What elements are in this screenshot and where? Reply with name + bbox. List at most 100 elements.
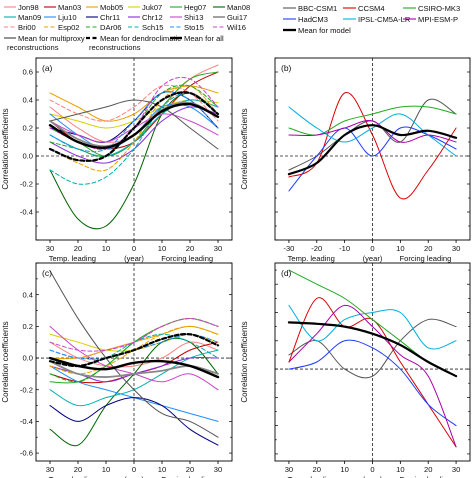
series-line-gui17 (49, 270, 219, 438)
x-tick-label: -30 (283, 244, 294, 253)
legend-label-esp02: Esp02 (58, 23, 80, 32)
series-group (287, 269, 458, 448)
series-line-chr11 (49, 397, 219, 446)
legend-label-wil16: Wil16 (227, 23, 246, 32)
y-axis-label: Correlation coefficients (240, 321, 249, 402)
x-label-year: (year) (363, 254, 383, 263)
legend-label-mean-for-model: Mean for model (298, 26, 351, 35)
y-tick-label: -0.2 (20, 385, 33, 394)
x-tick-label: 0 (132, 465, 136, 474)
panel-tag: (c) (42, 268, 52, 278)
x-tick-label: 20 (186, 465, 194, 474)
y-tick-label: 0.0 (22, 354, 33, 363)
series-group (48, 64, 220, 230)
x-tick-label: 0 (370, 465, 374, 474)
y-axis-label: Correlation coefficients (240, 108, 249, 189)
y-tick-label: 0.6 (22, 68, 33, 77)
x-label-temp-leading: Temp. leading (288, 254, 335, 263)
x-label-year: (year) (124, 254, 144, 263)
x-tick-label: 10 (396, 244, 404, 253)
legend-label-bbc-csm1: BBC-CSM1 (298, 4, 337, 13)
y-axis-label: Correlation coefficients (1, 321, 10, 402)
y-axis-label: Correlation coefficients (1, 108, 10, 189)
series-line-mean-for-all (48, 102, 220, 150)
legend-label-chr11: Chr11 (100, 13, 120, 22)
legend-label-mean-2-line2: reconstructions (89, 43, 141, 52)
x-tick-label: -10 (339, 244, 350, 253)
x-tick-label: 30 (214, 244, 222, 253)
y-tick-label: -0.4 (20, 417, 33, 426)
series-line-wil16 (49, 317, 219, 352)
series-line-mpi-esm-p (288, 304, 457, 448)
x-tick-label: 30 (452, 244, 460, 253)
plot-frame (274, 262, 471, 462)
y-tick-label: 0.0 (22, 152, 33, 161)
legend-label-shi13: Shi13 (184, 13, 203, 22)
x-tick-label: 20 (313, 465, 321, 474)
x-tick-label: 10 (158, 465, 166, 474)
legend-label-lju10: Lju10 (58, 13, 77, 22)
x-tick-label: 20 (424, 465, 432, 474)
x-tick-label: 10 (102, 244, 110, 253)
y-tick-label: -0.4 (20, 208, 33, 217)
legend-label-mean-1: Mean for multiproxy (18, 34, 85, 43)
x-tick-label: 30 (46, 465, 54, 474)
x-label-forcing-leading: Forcing leading (161, 254, 213, 263)
x-tick-label: 30 (285, 465, 293, 474)
legend-label-dar06: DAr06 (100, 23, 122, 32)
x-tick-label: 0 (132, 244, 136, 253)
x-label-year: (year) (124, 475, 144, 478)
x-tick-label: -20 (311, 244, 322, 253)
x-label-temp-leading: Temp. leading (49, 475, 96, 478)
legend-label-heg07: Heg07 (184, 3, 206, 12)
x-label-forcing-leading: Forcing leading (161, 475, 213, 478)
series-line-wil16 (49, 76, 219, 151)
legend-label-chr12: Chr12 (142, 13, 163, 22)
series-line-ipsl-cm5a-lr (288, 304, 457, 350)
x-tick-label: 20 (186, 244, 194, 253)
series-line-mpi-esm-p (288, 120, 457, 143)
legend-label-mean-2: Mean for dendroclimatic (100, 34, 181, 43)
legend-label-jon98: Jon98 (18, 3, 39, 12)
panel-tag: (d) (281, 268, 292, 278)
legend-label-csiro-mk3: CSIRO-MK3 (418, 4, 460, 13)
x-tick-label: 10 (340, 465, 348, 474)
series-group (48, 270, 220, 447)
x-tick-label: 10 (396, 465, 404, 474)
y-tick-label: -0.2 (20, 180, 33, 189)
x-label-temp-leading: Temp. leading (49, 254, 96, 263)
x-tick-label: 30 (214, 465, 222, 474)
legend-label-hadcm3: HadCM3 (298, 15, 328, 24)
series-line-gui17 (49, 99, 219, 150)
x-tick-label: 20 (74, 465, 82, 474)
legend-label-man03: Man03 (58, 3, 81, 12)
panel-tag: (b) (281, 63, 292, 73)
legends: Jon98 Man03 Mob05 Juk07 Heg07 Man08 Man09 Lju10… (4, 3, 460, 52)
y-tick-label: -0.6 (20, 449, 33, 458)
x-label-year: (year) (363, 475, 383, 478)
x-tick-label: 30 (46, 244, 54, 253)
legend-label-sto15: Sto15 (184, 23, 204, 32)
series-line-hadcm3 (288, 339, 457, 427)
legend-label-mean-3: Mean for all (184, 34, 224, 43)
legend-label-mpi-esm-p: MPI-ESM-P (418, 15, 458, 24)
panel-2: -30 -20 -10 0 10 20 30 Temp. leading (year) Forci… (240, 57, 471, 263)
y-tick-label: 0.4 (22, 96, 33, 105)
x-tick-label: 10 (158, 244, 166, 253)
legend-label-ipsl-cm5a-lr: IPSL-CM5A-LR (358, 15, 411, 24)
series-line-mean-for-dendroclimatic-reconstructions (48, 91, 220, 162)
y-tick-label: 0.2 (22, 124, 33, 133)
legend-label-man09: Man09 (18, 13, 41, 22)
x-label-forcing-leading: Forcing leading (399, 475, 451, 478)
legend-label-ccsm4: CCSM4 (358, 4, 385, 13)
series-line-mean-for-all (48, 356, 220, 379)
legend-label-juk07: Juk07 (142, 3, 162, 12)
legend-label-sch15: Sch15 (142, 23, 164, 32)
x-tick-label: 20 (74, 244, 82, 253)
legend-label-man08: Man08 (227, 3, 250, 12)
